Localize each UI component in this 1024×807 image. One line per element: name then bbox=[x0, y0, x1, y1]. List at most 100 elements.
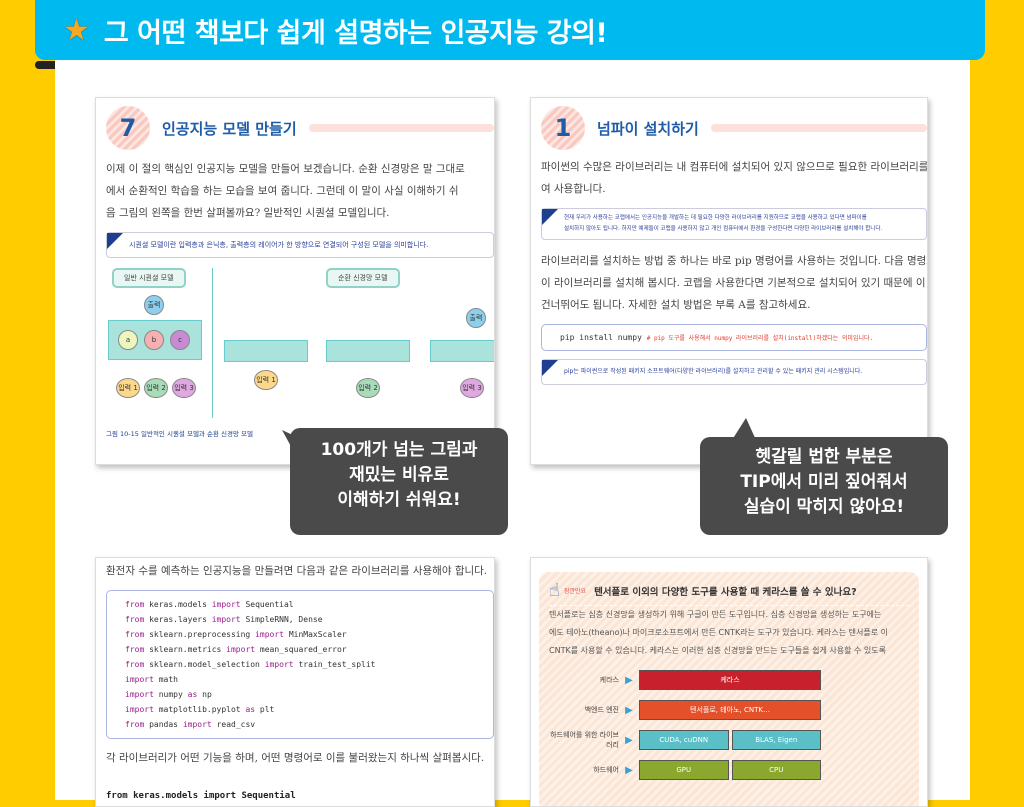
node-b: b bbox=[144, 330, 164, 350]
stack-row: 텐서플로, 테아노, CNTK… bbox=[639, 700, 821, 720]
section-title: 인공지능 모델 만들기 bbox=[162, 119, 297, 138]
text-line: 이 라이브러리를 설치해 봅시다. 코랩을 사용한다면 기본적으로 설치되어 있… bbox=[541, 277, 926, 289]
code-keyword: import bbox=[226, 645, 256, 654]
code-token: sklearn.model_selection bbox=[149, 660, 260, 669]
arrow-icon: ▶ bbox=[625, 704, 633, 716]
tip-tag-icon bbox=[107, 233, 123, 249]
page-preview-keras-note: ☝ 잠깐만요 텐서플로 이외의 다양한 도구를 사용할 때 케라스를 쓸 수 있… bbox=[530, 557, 928, 807]
body-paragraph: 이제 이 절의 핵심인 인공지능 모델을 만들어 보겠습니다. 순환 신경망은 … bbox=[96, 158, 494, 224]
text-line: 파이썬의 수많은 라이브러리는 내 컴퓨터에 설치되어 있지 않으므로 필요한 … bbox=[541, 161, 928, 173]
section-number: 1 bbox=[541, 106, 585, 150]
outro-text: 각 라이브러리가 어떤 기능을 하며, 어떤 명령어로 이를 불러왔는지 하나씩… bbox=[106, 752, 485, 764]
body-paragraph: 파이썬의 수많은 라이브러리는 내 컴퓨터에 설치되어 있지 않으므로 필요한 … bbox=[531, 156, 927, 200]
code-block: pip install numpy # pip 도구를 사용해서 numpy 라… bbox=[541, 324, 927, 351]
stack-cell: 케라스 bbox=[639, 670, 821, 690]
text-line: 라이브러리를 설치하는 방법 중 하나는 바로 pip 명령어를 사용하는 것입… bbox=[541, 255, 928, 267]
text-line: CNTK를 사용할 수 있습니다. 케라스는 이러한 심층 신경망을 만드는 도… bbox=[549, 646, 886, 655]
heading-rule bbox=[710, 124, 927, 132]
decorative-tab bbox=[35, 61, 55, 69]
bubble-line: 헷갈릴 법한 부분은 bbox=[755, 447, 893, 467]
text-line: 에서 순환적인 학습을 하는 모습을 보여 줍니다. 그런데 이 말이 사실 이… bbox=[106, 185, 459, 197]
text-line: 텐서플로는 심층 신경망을 생성하기 위해 구글이 만든 도구입니다. 심층 신… bbox=[549, 610, 882, 619]
stack-cell: CUDA, cuDNN bbox=[639, 730, 729, 750]
code-token: read_csv bbox=[216, 720, 256, 729]
keras-stack-diagram: 케라스 ▶ 케라스 백엔드 엔진 ▶ 텐서플로, 테아노, CNTK… 하드웨어를 위한 라… bbox=[549, 670, 909, 780]
code-keyword: from bbox=[125, 630, 145, 639]
note-box: ☝ 잠깐만요 텐서플로 이외의 다양한 도구를 사용할 때 케라스를 쓸 수 있… bbox=[539, 572, 919, 806]
text-line: 음 그림의 왼쪽을 한번 살펴볼까요? 일반적인 시퀀셜 모델입니다. bbox=[106, 207, 390, 219]
section-heading: 7 인공지능 모델 만들기 bbox=[106, 106, 494, 150]
banner-header: ★ 그 어떤 책보다 쉽게 설명하는 인공지능 강의! bbox=[35, 0, 985, 60]
tip-text: pip는 파이썬으로 작성된 패키지 소프트웨어(다양한 라이브러리)를 설치하… bbox=[564, 368, 863, 375]
code-line: from keras.models import Sequential bbox=[125, 597, 475, 612]
input-node-1: 입력 1 bbox=[116, 378, 140, 398]
rnn-input-1: 입력 1 bbox=[254, 370, 278, 390]
bubble-line: 실습이 막히지 않아요! bbox=[743, 497, 905, 517]
import-code-block: from keras.models import Sequential from… bbox=[106, 590, 494, 739]
callout-bubble-illustrations: 100개가 넘는 그림과 재밌는 비유로 이해하기 쉬워요! bbox=[290, 428, 508, 535]
code-token: pandas bbox=[149, 720, 178, 729]
stack-cell: BLAS, Eigen bbox=[731, 730, 821, 750]
bubble-line: 재밌는 비유로 bbox=[349, 465, 449, 485]
code-keyword: as bbox=[245, 705, 256, 714]
code-line: from sklearn.metrics import mean_squared… bbox=[125, 642, 475, 657]
section-number: 7 bbox=[106, 106, 150, 150]
banner-title: 그 어떤 책보다 쉽게 설명하는 인공지능 강의! bbox=[103, 17, 608, 49]
code-line: import numpy as np bbox=[125, 687, 475, 702]
code-token: train_test_split bbox=[298, 660, 376, 669]
tip-box: 시퀀셜 모델이란 입력층과 은닉층, 출력층의 레이어가 한 방향으로 연결되어… bbox=[106, 232, 494, 258]
tip-text: 시퀀셜 모델이란 입력층과 은닉층, 출력층의 레이어가 한 방향으로 연결되어… bbox=[129, 241, 429, 249]
code-line: pip install numpy bbox=[560, 333, 642, 342]
code-token: keras.layers bbox=[149, 615, 207, 624]
bubble-line: TIP에서 미리 짚어줘서 bbox=[740, 472, 908, 492]
note-mini-label: 잠깐만요 bbox=[563, 588, 587, 595]
stack-row: CUDA, cuDNN BLAS, Eigen bbox=[639, 730, 821, 750]
code-token: np bbox=[202, 690, 212, 699]
stack-cell: GPU bbox=[639, 760, 729, 780]
arrow-icon: ▶ bbox=[625, 764, 633, 776]
divider bbox=[212, 268, 213, 418]
rnn-step-2 bbox=[326, 340, 410, 362]
section-title: 넘파이 설치하기 bbox=[597, 119, 699, 138]
heading-rule bbox=[308, 124, 494, 132]
page-preview-numpy-install: 1 넘파이 설치하기 파이썬의 수많은 라이브러리는 내 컴퓨터에 설치되어 있… bbox=[530, 97, 928, 465]
intro-text: 환전자 수를 예측하는 인공지능을 만들려면 다음과 같은 라이브러리를 사용해… bbox=[106, 565, 488, 577]
code-line: from keras.layers import SimpleRNN, Dens… bbox=[125, 612, 475, 627]
code-line: import math bbox=[125, 672, 475, 687]
code-keyword: import bbox=[125, 690, 154, 699]
code-line: import matplotlib.pyplot as plt bbox=[125, 702, 475, 717]
code-token: math bbox=[158, 675, 178, 684]
figure-caption: 그림 10-15 일반적인 시퀀셜 모델과 순환 신경망 모델 bbox=[106, 430, 253, 438]
note-question: 텐서플로 이외의 다양한 도구를 사용할 때 케라스를 쓸 수 있나요? bbox=[594, 586, 857, 598]
code-keyword: from bbox=[125, 615, 145, 624]
code-token: numpy bbox=[158, 690, 183, 699]
bubble-line: 이해하기 쉬워요! bbox=[337, 490, 461, 510]
page-preview-libraries-code: 환전자 수를 예측하는 인공지능을 만들려면 다음과 같은 라이브러리를 사용해… bbox=[95, 557, 495, 807]
code-token: MinMaxScaler bbox=[288, 630, 347, 639]
code-token: sklearn.preprocessing bbox=[149, 630, 251, 639]
text-line: 여 사용합니다. bbox=[541, 183, 606, 195]
code-keyword: import bbox=[264, 660, 294, 669]
code-token: Sequential bbox=[245, 600, 294, 609]
code-keyword: import bbox=[255, 630, 284, 639]
stack-row: 케라스 bbox=[639, 670, 821, 690]
code-keyword: import bbox=[211, 600, 241, 609]
bubble-line: 100개가 넘는 그림과 bbox=[320, 440, 478, 460]
bold-code-line: from keras.models import Sequential bbox=[106, 791, 296, 801]
code-keyword: from bbox=[125, 600, 145, 609]
input-node-3: 입력 3 bbox=[172, 378, 196, 398]
callout-bubble-tips: 헷갈릴 법한 부분은 TIP에서 미리 짚어줘서 실습이 막히지 않아요! bbox=[700, 437, 948, 535]
text-line: 건너뛰어도 됩니다. 자세한 설치 방법은 부록 A를 참고하세요. bbox=[541, 299, 811, 311]
code-keyword: as bbox=[187, 690, 198, 699]
node-a: a bbox=[118, 330, 138, 350]
page-preview-ai-model: 7 인공지능 모델 만들기 이제 이 절의 핵심인 인공지능 모델을 만들어 보… bbox=[95, 97, 495, 465]
tip-tag-icon bbox=[542, 360, 558, 376]
rnn-output-node: 출력 bbox=[466, 308, 486, 328]
code-keyword: from bbox=[125, 720, 145, 729]
diagram-label-right: 순환 신경망 모델 bbox=[326, 268, 400, 288]
diagram-label-left: 일반 시퀀셜 모델 bbox=[112, 268, 186, 288]
code-line: from pandas import read_csv bbox=[125, 717, 475, 732]
code-token: plt bbox=[259, 705, 275, 714]
text-line: 이제 이 절의 핵심인 인공지능 모델을 만들어 보겠습니다. 순환 신경망은 … bbox=[106, 163, 465, 175]
stack-row-label: 케라스 bbox=[599, 676, 619, 684]
